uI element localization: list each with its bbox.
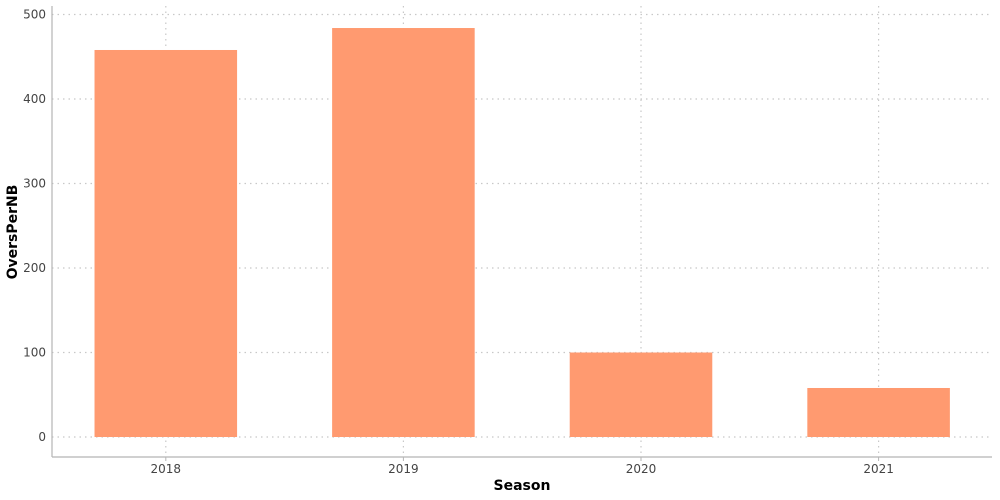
- x-tick-label: 2021: [863, 462, 894, 476]
- axes: [51, 6, 992, 458]
- y-tick-label: 0: [38, 430, 46, 444]
- y-tick-label: 300: [23, 177, 46, 191]
- y-tick-label: 400: [23, 92, 46, 106]
- y-tick-label: 100: [23, 346, 46, 360]
- x-axis-title: Season: [494, 478, 551, 494]
- y-axis-title: OversPerNB: [5, 185, 21, 280]
- bar-2019: [332, 28, 475, 438]
- x-gridlines: [165, 6, 880, 457]
- bars: [94, 28, 950, 438]
- y-tick-label: 500: [23, 8, 46, 22]
- y-tick-labels: 0 100 200 300 400 500: [23, 8, 46, 445]
- x-tick-label: 2018: [151, 462, 182, 476]
- y-tick-label: 200: [23, 261, 46, 275]
- x-tick-label: 2020: [626, 462, 657, 476]
- x-tick-label: 2019: [388, 462, 419, 476]
- bar-2021: [807, 387, 950, 437]
- bar-2018: [94, 49, 238, 438]
- x-tick-labels: 2018 2019 2020 2021: [151, 457, 894, 476]
- bar-2020: [569, 352, 713, 437]
